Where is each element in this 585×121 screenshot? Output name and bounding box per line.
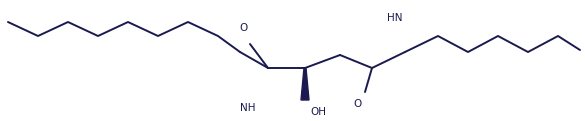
Text: O: O <box>240 23 248 33</box>
Text: OH: OH <box>310 107 326 117</box>
Polygon shape <box>301 68 309 100</box>
Text: O: O <box>354 99 362 109</box>
Text: NH: NH <box>240 103 256 113</box>
Text: HN: HN <box>387 13 402 23</box>
